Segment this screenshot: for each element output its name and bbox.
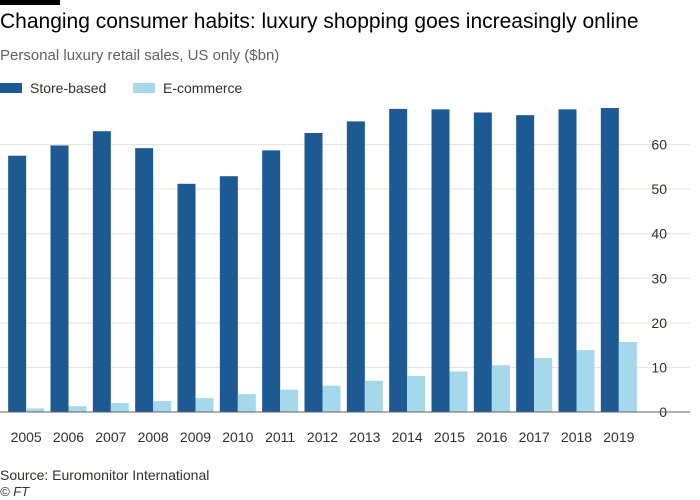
x-tick-label: 2005 (11, 429, 42, 445)
y-tick-label: 50 (651, 181, 667, 197)
bar-ecommerce (26, 408, 45, 412)
bar-store-based (8, 155, 27, 412)
x-tick-label: 2007 (95, 429, 126, 445)
legend-item-ecommerce: E-commerce (133, 80, 242, 96)
x-tick-label: 2015 (434, 429, 465, 445)
x-tick-label: 2012 (307, 429, 338, 445)
bar-ecommerce (449, 371, 468, 412)
bar-store-based (473, 112, 492, 413)
x-tick-label: 2018 (561, 429, 592, 445)
bar-ecommerce (280, 389, 299, 412)
bar-ecommerce (364, 380, 383, 412)
legend-label-store-based: Store-based (30, 80, 107, 96)
bar-store-based (431, 109, 450, 413)
legend-label-ecommerce: E-commerce (163, 80, 243, 96)
bar-ecommerce (618, 342, 637, 412)
y-tick-label: 30 (651, 270, 667, 286)
x-tick-label: 2013 (349, 429, 380, 445)
x-tick-label: 2010 (222, 429, 253, 445)
legend-swatch-store-based (0, 83, 22, 93)
bar-store-based (558, 109, 577, 413)
source-note: Source: Euromonitor International (0, 467, 210, 483)
y-tick-label: 60 (651, 137, 667, 153)
bar-store-based (346, 121, 365, 412)
chart-legend: Store-based E-commerce (0, 80, 690, 98)
y-tick-label: 10 (651, 359, 667, 375)
bar-store-based (600, 108, 619, 412)
x-tick-label: 2016 (476, 429, 507, 445)
bar-ecommerce (407, 375, 426, 412)
bar-ecommerce (534, 358, 553, 412)
bar-ecommerce (576, 350, 595, 412)
bar-ecommerce (322, 385, 341, 412)
x-tick-label: 2014 (392, 429, 423, 445)
bar-ecommerce (237, 394, 256, 412)
bar-ecommerce (195, 398, 214, 412)
x-tick-label: 2011 (265, 429, 295, 445)
ft-credit: © FT (0, 484, 30, 499)
bar-ecommerce (491, 365, 510, 412)
chart-title: Changing consumer habits: luxury shoppin… (0, 10, 639, 33)
ft-brand-bar (0, 0, 60, 5)
x-tick-label: 2009 (180, 429, 211, 445)
bar-ecommerce (110, 403, 129, 412)
bar-store-based (262, 150, 281, 412)
bar-ecommerce (68, 406, 87, 412)
x-tick-label: 2019 (603, 429, 634, 445)
x-tick-label: 2008 (138, 429, 169, 445)
bar-store-based (389, 108, 408, 413)
bar-store-based (219, 176, 238, 412)
bar-store-based (177, 183, 196, 412)
x-tick-label: 2006 (53, 429, 84, 445)
bar-store-based (516, 115, 535, 412)
legend-swatch-ecommerce (133, 83, 155, 93)
x-tick-label: 2017 (519, 429, 550, 445)
bar-store-based (92, 131, 111, 412)
y-tick-label: 40 (651, 226, 667, 242)
y-tick-label: 20 (651, 315, 667, 331)
bar-store-based (50, 145, 69, 412)
bar-store-based (304, 132, 323, 412)
legend-item-store-based: Store-based (0, 80, 106, 96)
bar-store-based (135, 148, 154, 412)
bar-ecommerce (153, 400, 172, 412)
chart-subtitle: Personal luxury retail sales, US only ($… (0, 47, 280, 64)
